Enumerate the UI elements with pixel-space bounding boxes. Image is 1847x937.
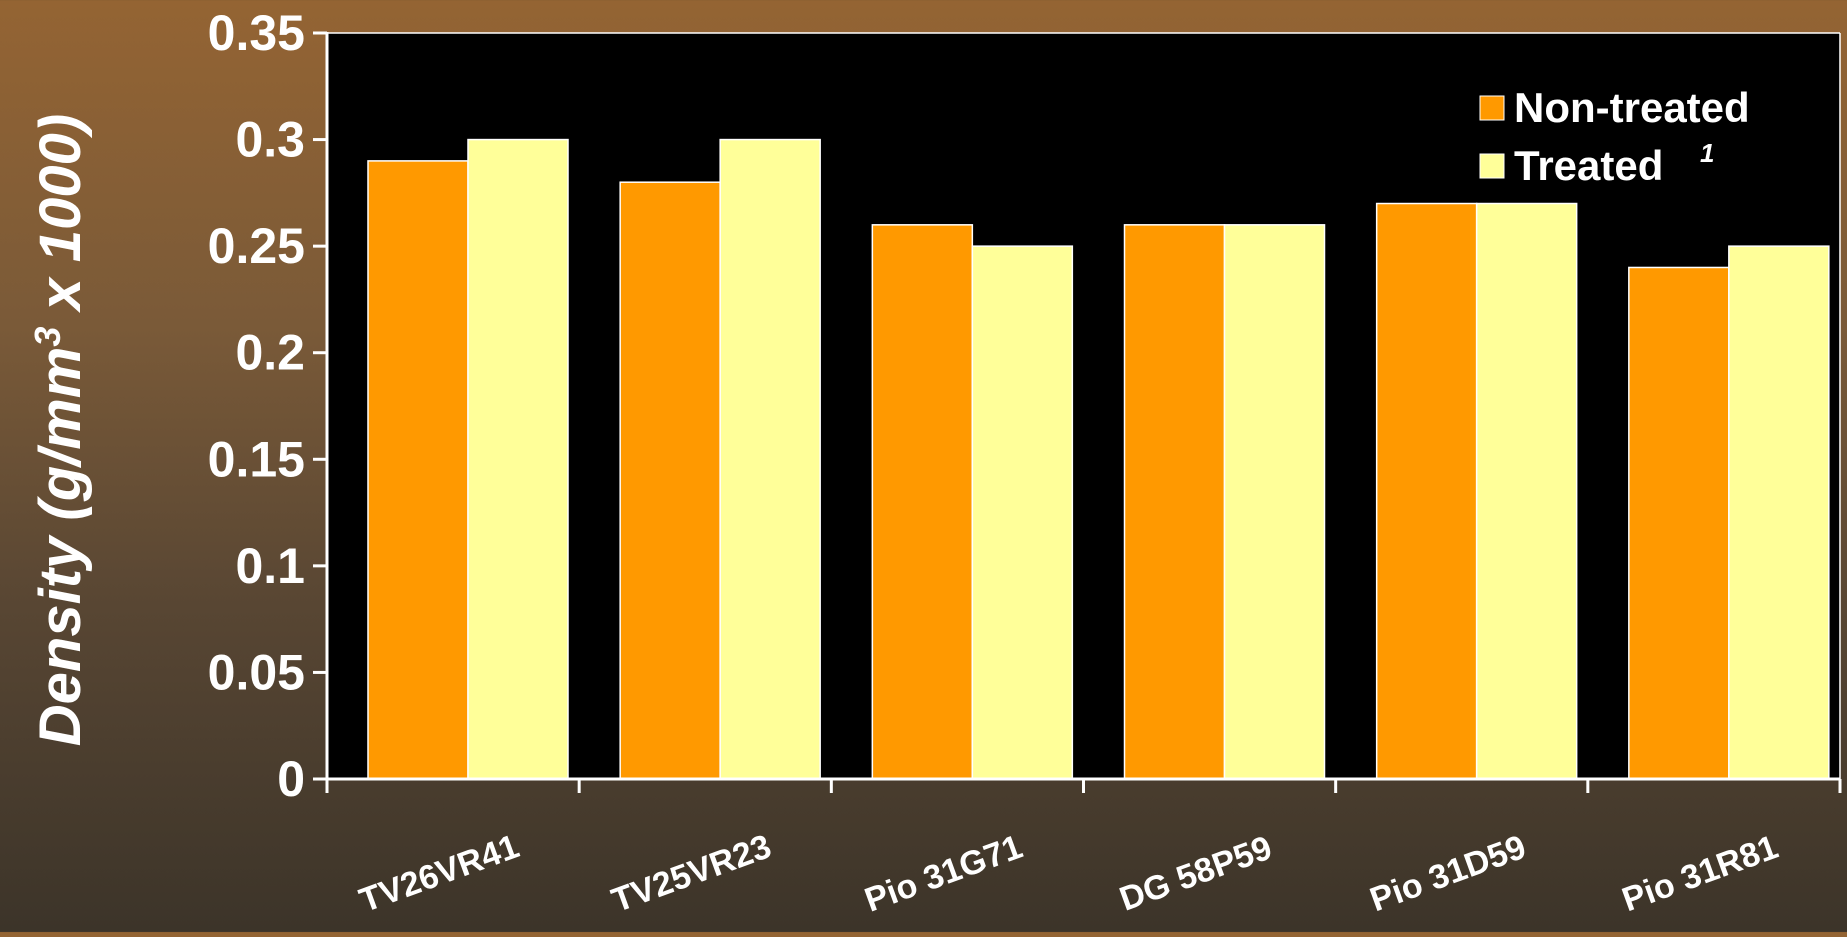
category-label-1: TV26VR41 — [355, 827, 524, 920]
bar-treated-3 — [971, 245, 1074, 780]
bar-non-treated-1 — [367, 160, 469, 780]
legend-superscript-2: 1 — [1700, 138, 1714, 168]
y-tick-label-1: 0.05 — [208, 644, 305, 700]
bar-non-treated-4 — [1123, 224, 1226, 780]
legend-label-treated: Treated — [1514, 142, 1663, 189]
bar-non-treated-2 — [619, 181, 721, 780]
category-label-6: Pio 31R81 — [1617, 828, 1783, 919]
plot-area — [327, 33, 1840, 779]
bar-non-treated-3 — [871, 224, 974, 780]
y-axis-title: Density (g/mm3 x 1000) — [27, 114, 93, 747]
bar-treated-4 — [1223, 224, 1326, 780]
y-tick-label-2: 0.1 — [235, 538, 305, 594]
legend-swatch-non-treated — [1479, 95, 1505, 121]
legend-label-non-treated: Non-treated — [1514, 84, 1750, 131]
legend-swatch-treated — [1479, 153, 1505, 179]
y-tick-label-6: 0.3 — [235, 112, 305, 168]
y-axis-title-suffix: x 1000) — [28, 114, 93, 327]
y-tick-label-5: 0.25 — [208, 218, 305, 274]
y-tick-label-4: 0.2 — [235, 325, 305, 381]
bar-treated-5 — [1475, 202, 1578, 780]
y-axis-title-prefix: Density (g/mm — [28, 347, 93, 747]
category-label-4: DG 58P59 — [1115, 829, 1277, 919]
y-tick-label-0: 0 — [277, 751, 305, 807]
y-axis-title-superscript: 3 — [27, 327, 68, 347]
bar-treated-2 — [719, 138, 821, 780]
category-label-5: Pio 31D59 — [1365, 828, 1531, 919]
category-label-2: TV25VR23 — [607, 827, 776, 920]
bar-treated-1 — [467, 138, 569, 780]
bar-treated-6 — [1728, 245, 1830, 780]
category-label-3: Pio 31G71 — [860, 828, 1028, 920]
bar-non-treated-5 — [1375, 202, 1478, 780]
y-tick-label-7: 0.35 — [208, 5, 305, 61]
bar-non-treated-6 — [1628, 266, 1730, 780]
y-tick-label-3: 0.15 — [208, 431, 305, 487]
